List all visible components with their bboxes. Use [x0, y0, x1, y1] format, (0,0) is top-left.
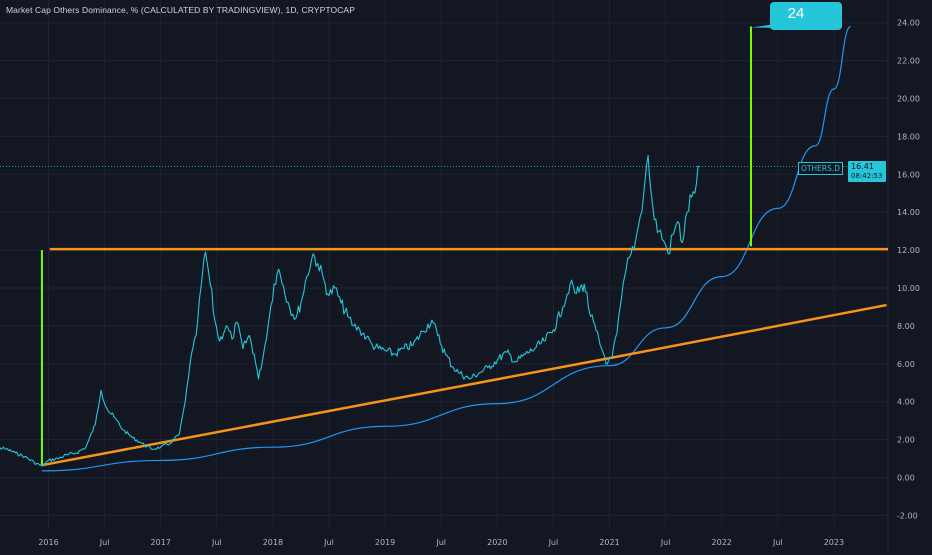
y-tick-label: -2.00 [897, 511, 918, 520]
x-tick-label: Jul [660, 538, 671, 547]
x-tick-label: Jul [323, 538, 334, 547]
x-tick-label: 2022 [712, 538, 732, 547]
x-tick-label: 2023 [824, 538, 844, 547]
y-tick-label: 0.00 [897, 474, 915, 483]
y-tick-label: 12.00 [897, 246, 920, 255]
bar-countdown: 08:42:53 [851, 172, 883, 180]
y-tick-label: 24.00 [897, 19, 920, 28]
x-tick-label: 2018 [263, 538, 283, 547]
x-tick-label: 2021 [599, 538, 619, 547]
y-tick-label: 16.00 [897, 170, 920, 179]
x-tick-label: 2017 [151, 538, 171, 547]
y-axis[interactable]: 24.00 22.00 20.00 18.00 16.00 14.00 12.00 10.00… [897, 19, 920, 521]
grid-layer [0, 0, 889, 550]
y-tick-label: 8.00 [897, 322, 915, 331]
y-tick-label: 2.00 [897, 436, 915, 445]
y-tick-label: 14.00 [897, 208, 920, 217]
last-price-value: 16.41 [851, 162, 874, 171]
x-tick-label: 2016 [38, 538, 58, 547]
x-tick-label: 2019 [375, 538, 395, 547]
callout-bubble[interactable] [770, 2, 842, 30]
y-tick-label: 18.00 [897, 132, 920, 141]
y-tick-label: 10.00 [897, 284, 920, 293]
price-series-layer [0, 154, 700, 467]
x-tick-label: Jul [99, 538, 110, 547]
callout-label[interactable]: 24 [787, 5, 805, 22]
x-tick-label: 2020 [487, 538, 507, 547]
x-axis[interactable]: 2016 Jul 2017 Jul 2018 Jul 2019 Jul 2020 Jul 2021 J… [38, 538, 844, 547]
symbol-label: OTHERS.D [798, 162, 843, 175]
x-tick-label: Jul [211, 538, 222, 547]
chart-title: Market Cap Others Dominance, % (CALCULAT… [6, 5, 355, 15]
y-tick-label: 4.00 [897, 398, 915, 407]
x-tick-label: Jul [548, 538, 559, 547]
y-tick-label: 22.00 [897, 57, 920, 66]
y-tick-label: 6.00 [897, 360, 915, 369]
x-tick-label: Jul [435, 538, 446, 547]
projection-curve [41, 25, 852, 472]
last-price-tag: OTHERS.D 16.41 08:42:53 [798, 161, 886, 182]
callout-layer[interactable] [750, 2, 842, 30]
y-tick-label: 20.00 [897, 95, 920, 104]
price-line [0, 154, 700, 467]
x-tick-label: Jul [772, 538, 783, 547]
